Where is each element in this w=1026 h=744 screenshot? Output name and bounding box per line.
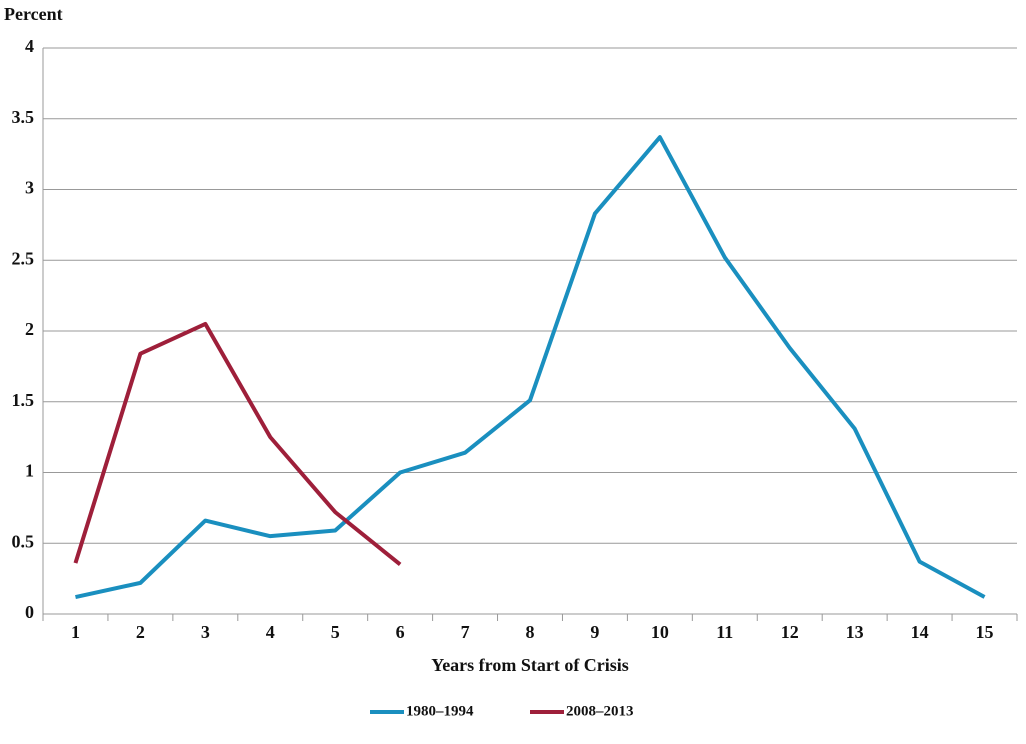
x-tick-label: 5 xyxy=(331,622,340,642)
y-tick-label: 0 xyxy=(25,602,34,622)
y-tick-label: 3.5 xyxy=(12,107,35,127)
x-tick-label: 13 xyxy=(846,622,864,642)
x-tick-label: 8 xyxy=(526,622,535,642)
x-tick-label: 6 xyxy=(396,622,405,642)
x-axis-title: Years from Start of Crisis xyxy=(431,655,629,675)
x-tick-label: 11 xyxy=(716,622,733,642)
y-tick-label: 2.5 xyxy=(12,248,35,268)
x-tick-label: 12 xyxy=(781,622,799,642)
x-tick-label: 10 xyxy=(651,622,669,642)
x-tick-label: 9 xyxy=(590,622,599,642)
y-tick-label: 4 xyxy=(25,36,34,56)
x-tick-label: 15 xyxy=(976,622,994,642)
x-tick-label: 14 xyxy=(911,622,929,642)
y-axis-title: Percent xyxy=(4,4,63,24)
y-tick-label: 1 xyxy=(25,461,34,481)
y-tick-label: 1.5 xyxy=(12,390,35,410)
y-tick-label: 0.5 xyxy=(12,531,35,551)
y-tick-label: 3 xyxy=(25,178,34,198)
x-tick-label: 2 xyxy=(136,622,145,642)
x-tick-label: 7 xyxy=(461,622,470,642)
x-tick-label: 3 xyxy=(201,622,210,642)
series-line xyxy=(75,135,986,599)
legend-label: 2008–2013 xyxy=(566,703,634,719)
series-line xyxy=(73,321,402,567)
y-tick-label: 2 xyxy=(25,319,34,339)
legend-label: 1980–1994 xyxy=(406,703,474,719)
x-tick-label: 4 xyxy=(266,622,275,642)
x-tick-label: 1 xyxy=(71,622,80,642)
